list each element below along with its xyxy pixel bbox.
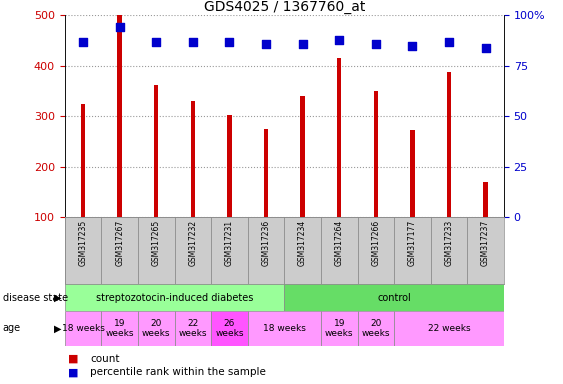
Bar xyxy=(321,311,358,346)
Point xyxy=(261,41,270,47)
Point xyxy=(152,38,161,45)
Bar xyxy=(81,104,85,217)
Text: control: control xyxy=(377,293,411,303)
Text: GSM317233: GSM317233 xyxy=(445,220,453,266)
Text: GSM317236: GSM317236 xyxy=(262,220,270,266)
Bar xyxy=(191,101,195,217)
Text: 20
weeks: 20 weeks xyxy=(142,319,171,338)
Text: ■: ■ xyxy=(68,354,78,364)
Text: streptozotocin-induced diabetes: streptozotocin-induced diabetes xyxy=(96,293,253,303)
Text: GSM317264: GSM317264 xyxy=(335,220,343,266)
Bar xyxy=(264,129,268,217)
Point xyxy=(334,36,343,43)
Text: 20
weeks: 20 weeks xyxy=(361,319,390,338)
Bar xyxy=(118,15,122,217)
Text: GSM317177: GSM317177 xyxy=(408,220,417,266)
Point xyxy=(79,38,88,45)
Bar xyxy=(337,58,341,217)
Bar xyxy=(394,217,431,284)
Text: ■: ■ xyxy=(68,367,78,377)
Text: GSM317266: GSM317266 xyxy=(372,220,380,266)
Text: GSM317231: GSM317231 xyxy=(225,220,234,266)
Bar xyxy=(374,91,378,217)
Bar xyxy=(394,311,504,346)
Bar xyxy=(175,311,211,346)
Text: 18 weeks: 18 weeks xyxy=(61,324,105,333)
Text: GSM317237: GSM317237 xyxy=(481,220,490,266)
Text: disease state: disease state xyxy=(3,293,68,303)
Bar xyxy=(227,115,231,217)
Bar xyxy=(101,311,138,346)
Bar xyxy=(447,72,451,217)
Bar xyxy=(358,217,394,284)
Title: GDS4025 / 1367760_at: GDS4025 / 1367760_at xyxy=(204,0,365,14)
Bar xyxy=(284,284,504,311)
Bar xyxy=(358,311,394,346)
Bar xyxy=(467,217,504,284)
Point xyxy=(481,45,490,51)
Bar xyxy=(138,217,175,284)
Text: age: age xyxy=(3,323,21,333)
Point xyxy=(372,41,381,47)
Text: GSM317235: GSM317235 xyxy=(79,220,87,266)
Bar xyxy=(431,217,467,284)
Bar xyxy=(101,217,138,284)
Bar xyxy=(138,311,175,346)
Bar xyxy=(65,284,284,311)
Text: percentile rank within the sample: percentile rank within the sample xyxy=(90,367,266,377)
Bar xyxy=(154,85,158,217)
Text: GSM317232: GSM317232 xyxy=(189,220,197,266)
Text: 26
weeks: 26 weeks xyxy=(215,319,244,338)
Text: 22 weeks: 22 weeks xyxy=(428,324,470,333)
Bar xyxy=(65,311,101,346)
Point xyxy=(298,41,307,47)
Text: 18 weeks: 18 weeks xyxy=(263,324,306,333)
Text: ▶: ▶ xyxy=(55,293,62,303)
Point xyxy=(115,25,124,31)
Text: GSM317234: GSM317234 xyxy=(298,220,307,266)
Point xyxy=(188,38,197,45)
Point xyxy=(225,38,234,45)
Bar xyxy=(65,217,101,284)
Point xyxy=(445,38,454,45)
Bar xyxy=(211,311,248,346)
Bar xyxy=(410,130,414,217)
Text: 19
weeks: 19 weeks xyxy=(325,319,354,338)
Text: GSM317267: GSM317267 xyxy=(115,220,124,266)
Bar xyxy=(211,217,248,284)
Bar xyxy=(175,217,211,284)
Text: 22
weeks: 22 weeks xyxy=(178,319,207,338)
Text: count: count xyxy=(90,354,119,364)
Point xyxy=(408,43,417,49)
Bar xyxy=(484,182,488,217)
Text: 19
weeks: 19 weeks xyxy=(105,319,134,338)
Bar xyxy=(248,217,284,284)
Bar xyxy=(248,311,321,346)
Bar xyxy=(321,217,358,284)
Bar xyxy=(301,96,305,217)
Bar xyxy=(284,217,321,284)
Text: GSM317265: GSM317265 xyxy=(152,220,160,266)
Text: ▶: ▶ xyxy=(55,323,62,333)
